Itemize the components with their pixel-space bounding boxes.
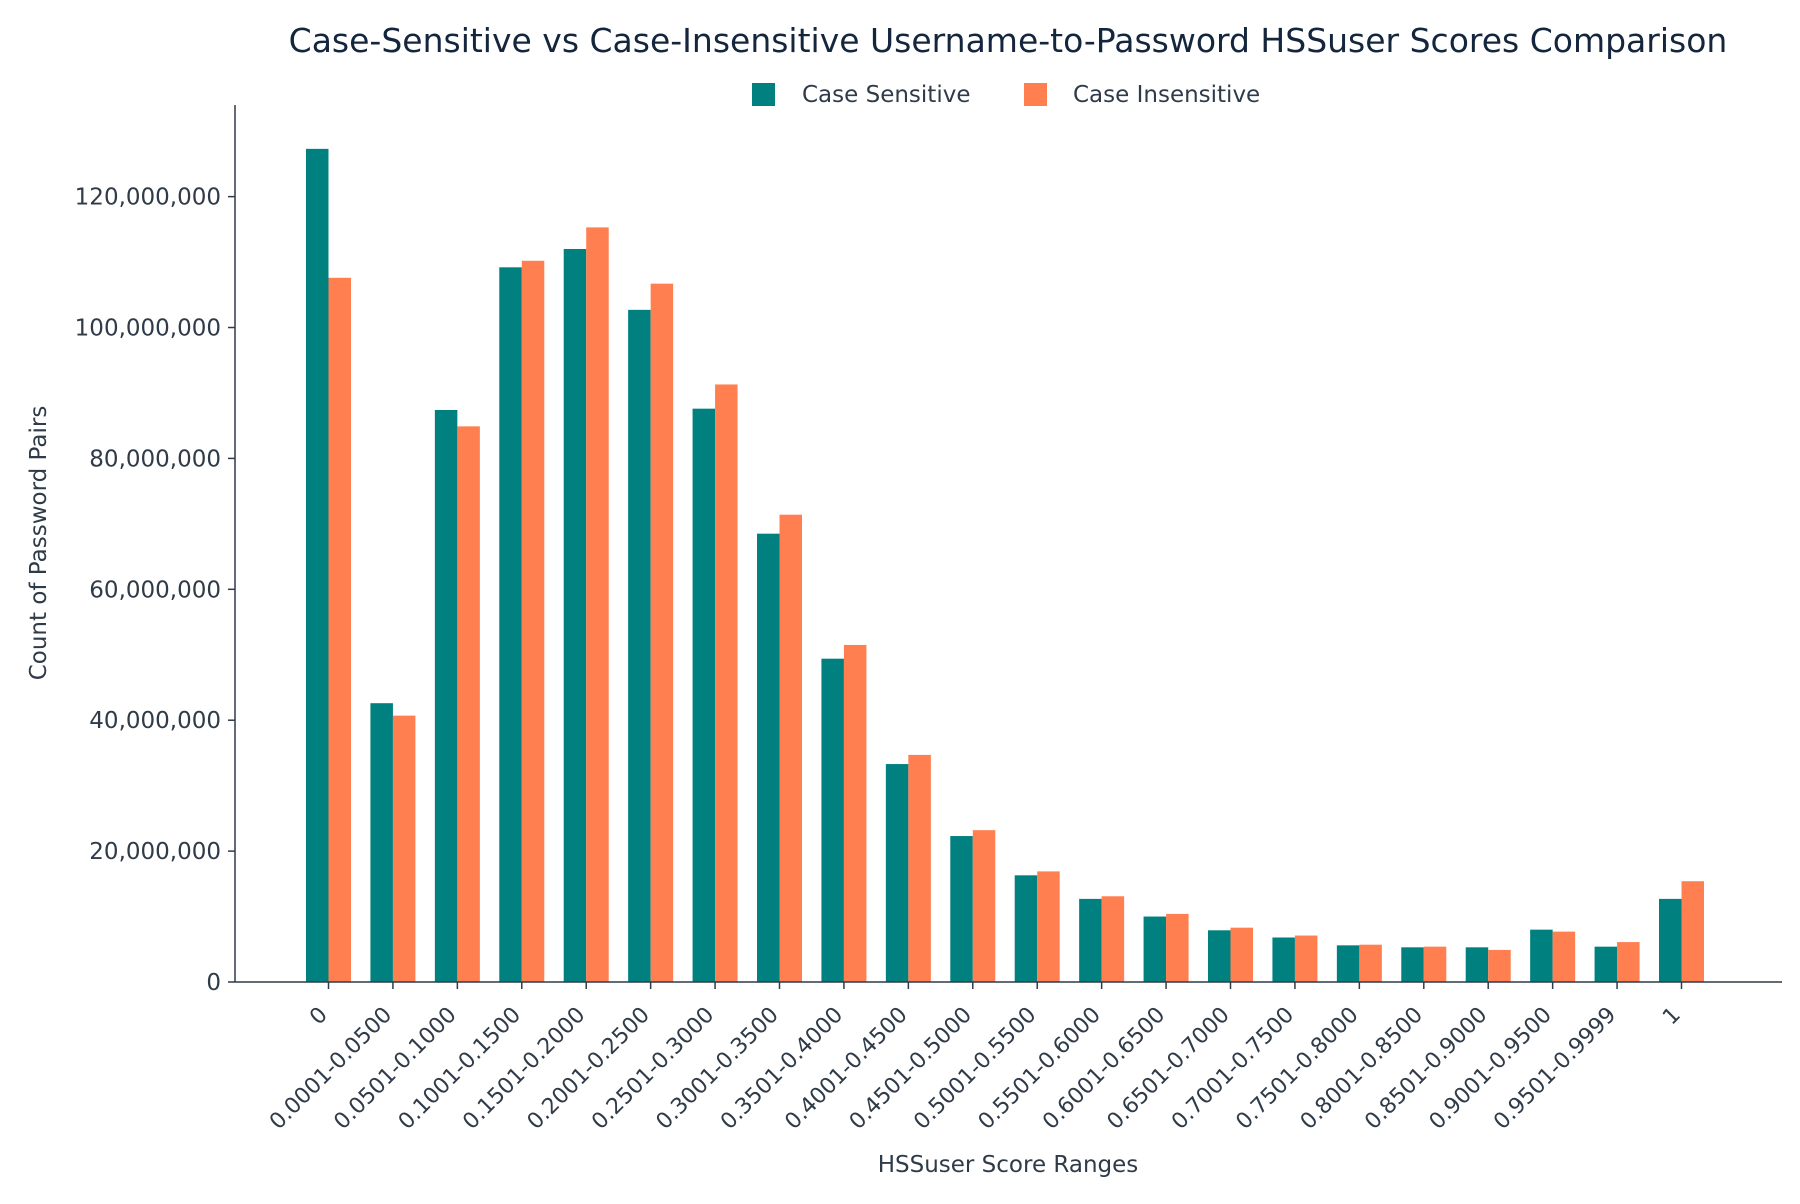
bar-case-insensitive: [521, 260, 545, 982]
legend: Case Sensitive Case Insensitive: [752, 82, 1260, 108]
bar-case-sensitive: [628, 309, 651, 982]
bar-case-sensitive: [1079, 898, 1102, 982]
x-axis-label: HSSuser Score Ranges: [878, 1152, 1139, 1178]
legend-swatch-case-insensitive: [1024, 83, 1047, 106]
bar-case-insensitive: [586, 227, 609, 982]
bar-case-sensitive: [563, 248, 587, 982]
y-tick-label: 120,000,000: [75, 185, 221, 211]
bar-case-insensitive: [650, 283, 674, 983]
y-tick-label: 0: [206, 970, 221, 996]
bar-case-sensitive: [1530, 929, 1553, 982]
bar-case-insensitive: [1037, 871, 1060, 982]
legend-label-case-insensitive: Case Insensitive: [1073, 82, 1260, 108]
y-tick-label: 40,000,000: [89, 708, 221, 734]
bar-case-sensitive: [1336, 945, 1360, 982]
bar-case-insensitive: [715, 384, 738, 983]
bar-case-insensitive: [908, 754, 931, 982]
x-tick-label: 0.9501-0.9999: [1489, 1003, 1621, 1135]
bar-case-sensitive: [1143, 916, 1167, 982]
bar-case-sensitive: [1401, 947, 1424, 982]
bar-case-insensitive: [779, 514, 802, 982]
bar-case-sensitive: [885, 764, 909, 982]
bar-case-insensitive: [1617, 942, 1640, 982]
bar-case-insensitive: [1166, 913, 1189, 982]
bar-case-sensitive: [370, 703, 393, 982]
legend-swatch-case-sensitive: [752, 83, 775, 106]
bar-case-sensitive: [1594, 946, 1618, 982]
chart-title: Case-Sensitive vs Case-Insensitive Usern…: [289, 21, 1728, 60]
y-tick-label: 20,000,000: [89, 839, 221, 865]
y-tick-label: 80,000,000: [89, 446, 221, 472]
bar-case-sensitive: [306, 148, 329, 983]
bar-case-insensitive: [328, 277, 351, 982]
bar-case-insensitive: [392, 715, 416, 982]
bar-case-insensitive: [1230, 927, 1253, 982]
bar-case-sensitive: [950, 836, 973, 982]
bar-case-insensitive: [457, 426, 480, 982]
bar-case-insensitive: [843, 644, 867, 982]
y-axis-ticks: 0 20,000,000 40,000,000 60,000,000 80,000,00…: [75, 185, 235, 996]
bar-case-insensitive: [1359, 944, 1382, 982]
y-axis-label: Count of Password Pairs: [26, 406, 52, 681]
legend-label-case-sensitive: Case Sensitive: [802, 82, 970, 108]
bar-case-sensitive: [757, 533, 780, 982]
y-tick-label: 60,000,000: [89, 577, 221, 603]
x-axis-ticks: 00.0001-0.05000.0501-0.10000.1001-0.1500…: [265, 982, 1686, 1135]
y-tick-label: 100,000,000: [75, 316, 221, 342]
bar-case-sensitive: [499, 267, 522, 983]
bar-case-insensitive: [1681, 881, 1704, 982]
x-tick-label: 0: [305, 1003, 333, 1031]
bar-case-sensitive: [1272, 937, 1295, 982]
bars: [306, 148, 1704, 983]
bar-case-sensitive: [1659, 898, 1682, 982]
bar-case-sensitive: [1465, 947, 1489, 982]
bar-case-sensitive: [434, 409, 458, 982]
bar-case-insensitive: [1488, 949, 1511, 982]
bar-case-sensitive: [821, 658, 844, 982]
bar-case-insensitive: [972, 830, 996, 982]
bar-case-sensitive: [1014, 875, 1038, 982]
bar-case-sensitive: [1208, 930, 1231, 982]
x-tick-label: 1: [1658, 1003, 1686, 1031]
bar-case-insensitive: [1552, 931, 1576, 982]
bar-case-insensitive: [1101, 896, 1125, 982]
bar-case-insensitive: [1423, 946, 1447, 982]
bar-case-sensitive: [692, 408, 716, 982]
bar-case-insensitive: [1294, 935, 1318, 982]
